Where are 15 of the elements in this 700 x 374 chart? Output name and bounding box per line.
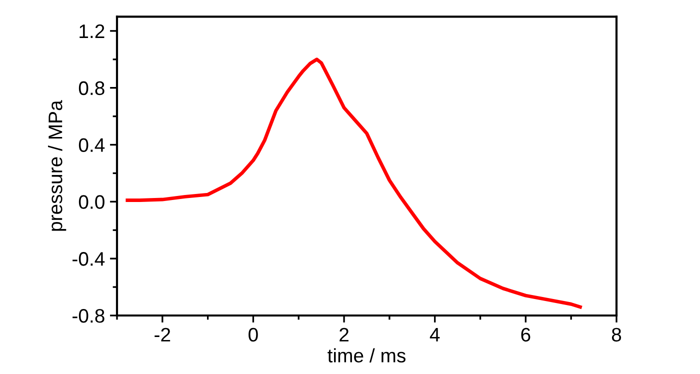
y-tick-label: 0.4	[78, 138, 105, 152]
x-tick-label: 8	[612, 328, 622, 342]
y-axis-title: pressure / MPa	[48, 100, 66, 231]
y-tick-label: 0.8	[78, 81, 104, 96]
y-tick-label: -0.8	[72, 308, 104, 323]
x-tick-label: 6	[521, 328, 530, 342]
y-tick-label: -0.4	[72, 252, 105, 266]
line-series	[126, 58, 582, 309]
y-tick-label: 0.0	[78, 195, 104, 209]
x-axis-title: time / ms	[328, 348, 406, 362]
y-tick-label: 1.2	[80, 24, 104, 38]
x-tick-label: -2	[154, 328, 170, 342]
x-tick-label: 4	[430, 328, 440, 342]
x-tick-label: 0	[248, 328, 258, 342]
x-tick-label: 2	[340, 328, 348, 342]
